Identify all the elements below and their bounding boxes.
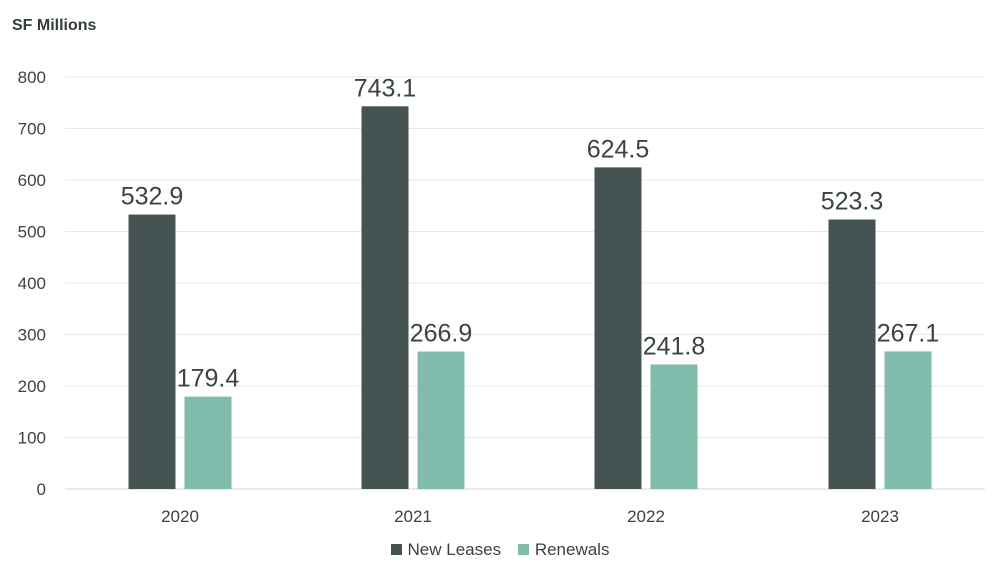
y-tick-label: 700 xyxy=(18,120,46,139)
x-tick-label: 2020 xyxy=(161,507,199,526)
y-tick-label: 300 xyxy=(18,326,46,345)
y-tick-label: 800 xyxy=(18,68,46,87)
y-tick-label: 600 xyxy=(18,171,46,190)
x-tick-label: 2021 xyxy=(394,507,432,526)
value-label: 624.5 xyxy=(587,135,650,163)
bar-renewals-2020[interactable] xyxy=(184,396,232,489)
x-axis-ticks: 2020 2021 2022 2023 xyxy=(161,507,899,526)
y-axis-title: SF Millions xyxy=(12,17,97,34)
value-label: 179.4 xyxy=(177,365,240,393)
legend-swatch-renewals xyxy=(517,544,529,555)
value-labels: 532.9 743.1 624.5 523.3 179.4 266.9 241.8 267.1 xyxy=(121,74,940,392)
value-label: 267.1 xyxy=(877,319,940,347)
bars xyxy=(128,106,932,490)
y-tick-label: 400 xyxy=(18,274,46,293)
x-tick-label: 2023 xyxy=(861,507,899,526)
y-tick-label: 100 xyxy=(18,429,46,448)
legend-item-new-leases[interactable]: New Leases xyxy=(390,540,502,560)
bar-new-leases-2021[interactable] xyxy=(361,106,409,489)
y-axis-ticks: 0 100 200 300 400 500 600 700 800 xyxy=(18,68,46,499)
x-tick-label: 2022 xyxy=(627,507,665,526)
value-label: 523.3 xyxy=(821,188,884,216)
y-tick-label: 500 xyxy=(18,223,46,242)
bar-new-leases-2023[interactable] xyxy=(828,219,876,490)
bar-new-leases-2022[interactable] xyxy=(594,167,642,489)
value-label: 266.9 xyxy=(410,320,473,348)
y-tick-label: 200 xyxy=(18,377,46,396)
value-label: 241.8 xyxy=(643,332,706,360)
y-tick-label: 0 xyxy=(37,480,46,499)
legend-item-renewals[interactable]: Renewals xyxy=(517,540,610,560)
bar-renewals-2023[interactable] xyxy=(884,351,932,489)
legend: New Leases Renewals xyxy=(0,540,1000,560)
bar-renewals-2021[interactable] xyxy=(417,351,465,489)
legend-label-new-leases: New Leases xyxy=(407,540,502,559)
value-label: 743.1 xyxy=(354,74,417,102)
value-label: 532.9 xyxy=(121,183,184,211)
legend-label-renewals: Renewals xyxy=(534,540,610,559)
legend-swatch-new-leases xyxy=(390,544,402,555)
bar-renewals-2022[interactable] xyxy=(650,364,698,489)
bar-new-leases-2020[interactable] xyxy=(128,214,176,489)
